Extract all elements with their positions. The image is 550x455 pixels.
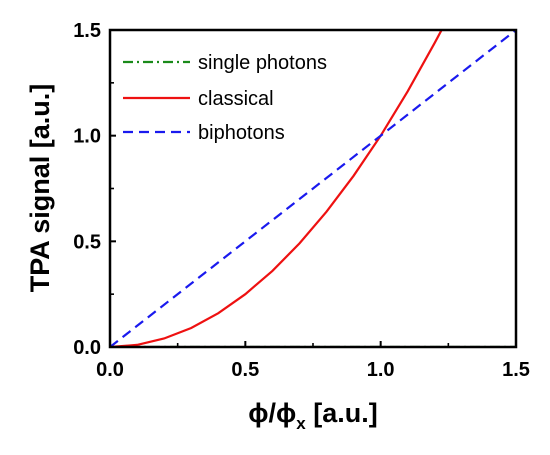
y-tick-label: 1.5 [73, 20, 101, 42]
x-tick-label: 1.5 [502, 359, 530, 381]
x-tick-label: 0.0 [96, 359, 124, 381]
legend-label-0: single photons [198, 52, 327, 74]
x-axis-title-unit: [a.u.] [306, 398, 378, 428]
tick-layer: 0.0 0.5 1.0 1.5 0.0 0.5 1.0 1.5 [73, 20, 530, 381]
x-tick-label: 0.5 [231, 359, 259, 381]
legend-label-2: biphotons [198, 122, 285, 144]
series-line-1 [110, 30, 443, 347]
y-tick-label: 0.5 [73, 231, 101, 253]
series-line-2 [110, 30, 516, 347]
legend-label-1: classical [198, 88, 274, 110]
y-axis-title: TPA signal [a.u.] [25, 84, 55, 293]
x-tick-label: 1.0 [367, 359, 395, 381]
x-axis-title-subscript: x [296, 414, 306, 433]
x-axis-title-main: ϕ/ϕ [248, 398, 296, 428]
legend: single photons classical biphotons [123, 52, 327, 144]
series-layer [110, 30, 516, 347]
y-tick-label: 1.0 [73, 126, 101, 148]
y-tick-label: 0.0 [73, 337, 101, 359]
x-axis-title: ϕ/ϕx [a.u.] [248, 398, 377, 433]
